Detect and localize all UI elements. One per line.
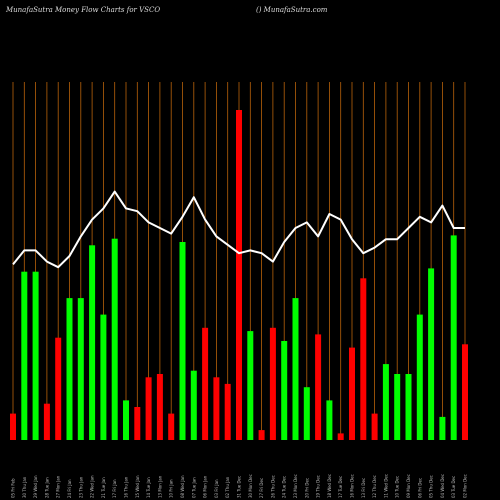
x-tick-label: 30 Thu Jan <box>22 476 27 498</box>
x-tick-label: 31 Tue Dec <box>237 476 242 498</box>
money-flow-bar <box>134 407 141 440</box>
x-tick-label: 06 Mon Jan <box>203 475 208 498</box>
money-flow-bar <box>43 403 50 440</box>
x-tick-label: 18 Wed Dec <box>327 474 332 498</box>
x-tick-label: 21 Tue Jan <box>101 477 106 498</box>
x-tick-label: 16 Thu Jan <box>124 476 129 498</box>
x-tick-label: 10 Tue Dec <box>395 476 400 498</box>
money-flow-bar <box>405 374 412 440</box>
money-flow-bar <box>292 298 299 440</box>
x-tick-label: 06 Fri Dec <box>417 478 422 498</box>
money-flow-bar <box>428 268 435 440</box>
money-flow-bar <box>190 370 197 440</box>
money-flow-bar <box>123 400 129 440</box>
x-tick-label: 10 Fri Jan <box>169 479 174 498</box>
x-tick-label: 13 Mon Jan <box>157 475 162 498</box>
x-tick-label: 14 Tue Jan <box>146 477 151 498</box>
chart-title-left: MunafaSutra Money Flow Charts for VSCO <box>6 6 161 14</box>
x-tick-label: 22 Wed Jan <box>90 475 95 498</box>
x-tick-label: 24 Tue Dec <box>282 476 287 498</box>
money-flow-bar <box>360 278 367 440</box>
x-tick-label: 30 Mon Dec <box>248 474 253 498</box>
x-tick-label: 15 Wed Jan <box>135 475 140 498</box>
money-flow-bar <box>66 298 73 440</box>
money-flow-line <box>12 190 465 269</box>
money-flow-bar <box>224 383 231 440</box>
money-flow-bar <box>77 298 84 440</box>
money-flow-bar <box>462 344 468 440</box>
money-flow-bar <box>100 314 107 440</box>
money-flow-bar <box>21 271 28 440</box>
money-flow-bar <box>281 341 288 440</box>
money-flow-bar <box>269 327 276 440</box>
money-flow-bar <box>326 400 333 440</box>
money-flow-bar <box>111 238 118 440</box>
money-flow-bar <box>371 413 378 440</box>
money-flow-bar <box>55 337 62 440</box>
money-flow-bar <box>202 327 209 440</box>
bar-layer <box>10 110 468 440</box>
x-tick-label: 19 Thu Dec <box>316 475 321 498</box>
x-tick-label: 02 Mon Dec <box>463 474 468 498</box>
x-tick-label: 08 Wed Jan <box>180 475 185 498</box>
x-tick-label: 12 Thu Dec <box>372 475 377 498</box>
x-tick-label: 16 Mon Dec <box>350 474 355 498</box>
money-flow-bar <box>236 110 242 440</box>
x-tick-label: 03 Tue Dec <box>451 476 456 498</box>
money-flow-bar <box>337 433 344 440</box>
money-flow-bar <box>416 314 423 440</box>
x-tick-label: 07 Tue Jan <box>191 477 196 498</box>
money-flow-bar <box>315 334 322 440</box>
chart-title-right: () MunafaSutra.com <box>256 6 328 14</box>
x-tick-layer: 05 Fri Feb 30 Thu Jan 29 Wed Jan 28 Tue Jan… <box>11 474 468 498</box>
money-flow-bar <box>303 387 310 440</box>
x-tick-label: 17 Fri Jan <box>112 479 117 498</box>
money-flow-bar <box>258 430 265 440</box>
x-tick-label: 26 Thu Dec <box>270 475 275 498</box>
x-tick-label: 27 Mon Jan <box>56 475 61 498</box>
x-tick-label: 13 Fri Dec <box>361 478 366 498</box>
money-flow-bar <box>349 347 355 440</box>
money-flow-bar <box>10 413 16 440</box>
x-tick-label: 05 Thu Dec <box>429 475 434 498</box>
money-flow-bar <box>168 413 175 440</box>
x-tick-label: 23 Mon Dec <box>293 474 298 498</box>
x-tick-label: 11 Wed Dec <box>383 474 388 498</box>
money-flow-bar <box>382 364 389 440</box>
x-tick-label: 03 Fri Jan <box>214 479 219 498</box>
x-tick-label: 27 Fri Dec <box>259 478 264 498</box>
money-flow-bar <box>156 374 163 440</box>
x-tick-label: 05 Fri Feb <box>11 478 16 498</box>
money-flow-bar <box>89 245 96 440</box>
x-tick-label: 20 Fri Dec <box>304 478 309 498</box>
x-tick-label: 24 Fri Jan <box>67 479 72 498</box>
money-flow-bar <box>439 416 446 440</box>
x-tick-label: 23 Thu Jan <box>78 476 83 498</box>
x-tick-label: 09 Mon Dec <box>406 474 411 498</box>
line-layer <box>12 190 465 269</box>
x-tick-label: 17 Tue Dec <box>338 476 343 498</box>
x-tick-label: 29 Wed Jan <box>33 475 38 498</box>
money-flow-bar <box>213 377 220 440</box>
money-flow-bar <box>247 331 254 440</box>
money-flow-bar <box>394 374 401 440</box>
x-tick-label: 02 Thu Jan <box>225 476 230 498</box>
x-tick-label: 28 Tue Jan <box>44 477 49 498</box>
x-tick-label: 04 Wed Dec <box>440 474 445 498</box>
money-flow-bar <box>32 271 39 440</box>
money-flow-bar <box>145 377 152 440</box>
money-flow-bar <box>179 242 186 440</box>
money-flow-bar <box>450 235 457 440</box>
